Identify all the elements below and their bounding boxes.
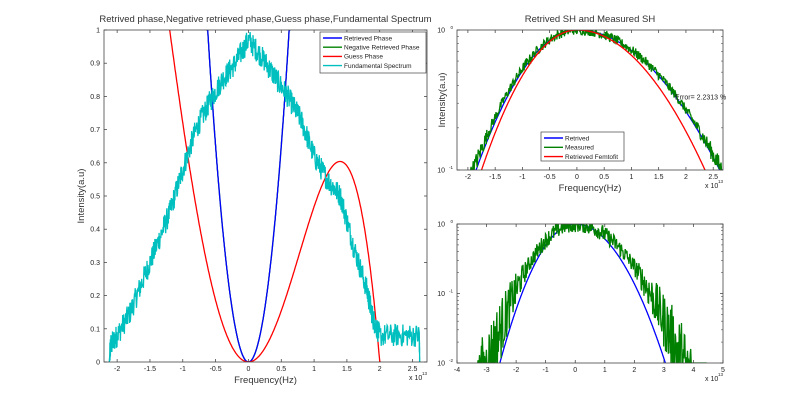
y-tick-label: 10 — [437, 28, 445, 35]
x-tick-label: -1 — [543, 367, 549, 374]
x-tick-label: 0 — [575, 174, 579, 181]
legend-label: Fundamental Spectrum — [344, 63, 412, 70]
y-tick-label: 0.5 — [90, 194, 100, 201]
y-tick-exponent: -1 — [449, 165, 453, 170]
legend: Retrived Measured Retrieved Femtofit — [540, 131, 625, 162]
y-tick-exponent: 0 — [450, 219, 453, 224]
x-tick-label: 1.5 — [342, 366, 352, 373]
y-axis-label: Intensity(a.u) — [437, 73, 448, 128]
axes-background — [104, 30, 427, 362]
legend-label: Retrived — [565, 135, 590, 142]
x-tick-label: 3 — [662, 367, 666, 374]
x-tick-label: 2.5 — [708, 174, 718, 181]
x-tick-label: 2 — [684, 174, 688, 181]
series-group — [477, 224, 707, 363]
legend-label: Guess Phase — [344, 54, 383, 61]
x-axis-label: Frequency(Hz) — [234, 375, 297, 386]
x-tick-label: -3 — [483, 367, 489, 374]
chart-1: -2 -1.5 -1 -0.5 0 0.5 1 1.5 2 2.5 0 0.1 0.2 0.3 0.4 0.5… — [76, 14, 432, 386]
y-tick-exponent: 0 — [450, 25, 453, 30]
chart-2: -2 -1.5 -1 -0.5 0 0.5 1 1.5 2 2.5 10 -1 10 0 Retrived … — [437, 14, 726, 194]
y-tick-label: 0.7 — [90, 127, 100, 134]
legend-label: Measured — [565, 145, 594, 152]
x-tick-label: 1 — [603, 367, 607, 374]
x-multiplier: x 10 — [409, 375, 422, 382]
error-annotation: Error= 2.2313 % — [675, 94, 726, 101]
x-tick-label: -1.5 — [489, 174, 501, 181]
x-multiplier: x 10 — [705, 376, 718, 383]
series-group — [469, 30, 723, 170]
axes-frame — [103, 29, 428, 363]
y-tick-label: 0.1 — [90, 326, 100, 333]
y-tick-label: 10 — [437, 291, 445, 298]
series-line-fundamental-spectrum — [108, 32, 421, 362]
x-tick-label: 2 — [378, 366, 382, 373]
legend-label: Negative Retrieved Phase — [344, 45, 420, 52]
legend-label: Retrieved Phase — [344, 35, 392, 42]
chart-title: Retrived SH and Measured SH — [525, 14, 656, 25]
x-tick-label: 1 — [629, 174, 633, 181]
x-axis-label: Frequency(Hz) — [559, 183, 622, 194]
x-tick-label: -0.5 — [544, 174, 556, 181]
x-tick-label: 5 — [721, 367, 725, 374]
x-tick-label: -0.5 — [210, 366, 222, 373]
series-line-retrieved-phase — [206, 30, 291, 362]
x-tick-label: 1 — [312, 366, 316, 373]
x-tick-label: -1 — [519, 174, 525, 181]
legend: Retrieved Phase Negative Retrieved Phase G… — [319, 31, 427, 74]
x-tick-label: 0.5 — [276, 366, 286, 373]
x-multiplier-exponent: 13 — [718, 372, 724, 377]
y-tick-label: 0.8 — [90, 94, 100, 101]
y-tick-label: 0.3 — [90, 260, 100, 267]
x-tick-label: -2 — [114, 366, 120, 373]
x-multiplier: x 10 — [705, 183, 718, 190]
y-tick-label: 10 — [437, 222, 445, 229]
x-multiplier-exponent: 13 — [718, 179, 724, 184]
x-tick-label: -1 — [180, 366, 186, 373]
y-tick-exponent: -1 — [449, 289, 453, 294]
x-tick-label: -2 — [513, 367, 519, 374]
y-tick-label: 10 — [437, 168, 445, 175]
y-tick-label: 10 — [437, 361, 445, 368]
series-line-retrieved-femtofit — [480, 30, 706, 170]
x-tick-label: 4 — [691, 367, 695, 374]
x-tick-label: 0.5 — [599, 174, 609, 181]
y-tick-label: 0 — [96, 360, 100, 367]
chart-title: Retrived phase,Negative retrieved phase,… — [99, 14, 431, 25]
y-tick-exponent: -2 — [449, 358, 453, 363]
x-multiplier-exponent: 13 — [422, 371, 428, 376]
series-group — [108, 30, 421, 362]
axes-frame — [456, 29, 724, 171]
series-line-guess-phase — [169, 30, 381, 362]
series-line-measured — [477, 224, 707, 363]
y-tick-label: 0.6 — [90, 160, 100, 167]
y-axis-label: Intensity(a.u) — [76, 169, 87, 224]
series-line-measured — [469, 30, 723, 170]
x-tick-label: 0 — [573, 367, 577, 374]
x-tick-label: 2.5 — [408, 366, 418, 373]
legend-label: Retrieved Femtofit — [565, 154, 618, 161]
y-tick-label: 0.4 — [90, 227, 100, 234]
x-tick-label: -4 — [454, 367, 460, 374]
x-tick-label: 1.5 — [654, 174, 664, 181]
x-tick-label: 0 — [246, 366, 250, 373]
x-tick-label: 2 — [632, 367, 636, 374]
y-tick-label: 1 — [96, 28, 100, 35]
axes-frame — [456, 223, 724, 364]
x-tick-label: -2 — [465, 174, 471, 181]
x-tick-label: -1.5 — [144, 366, 156, 373]
y-tick-label: 0.2 — [90, 293, 100, 300]
y-tick-label: 0.9 — [90, 61, 100, 68]
